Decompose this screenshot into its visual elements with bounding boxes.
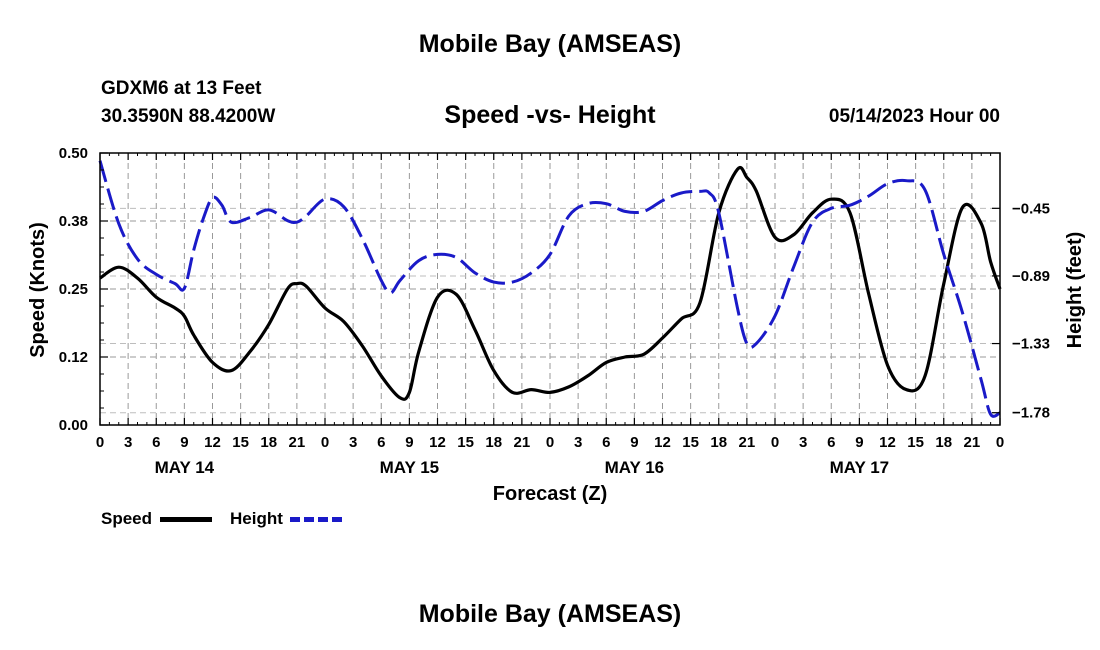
y-left-tick-label: 0.12	[59, 349, 88, 366]
y-right-tick-label: −1.33	[1012, 336, 1050, 353]
x-tick-label: 15	[682, 434, 699, 451]
coordinates-label: 30.3590N 88.4200W	[101, 106, 276, 127]
axes-layer: 0 3 6 9 12 15 18 21 0 3 6 9 12 15 18 21 0 3 6 9 12 15 18 21 0 3 6 9…	[59, 145, 1050, 477]
x-tick-label: 15	[907, 434, 924, 451]
x-tick-label: 12	[654, 434, 671, 451]
x-tick-label: 12	[204, 434, 221, 451]
x-tick-label: 18	[260, 434, 277, 451]
x-day-label: MAY 16	[605, 458, 665, 477]
x-tick-label: 9	[405, 434, 413, 451]
x-tick-label: 0	[546, 434, 554, 451]
x-tick-label: 6	[377, 434, 385, 451]
x-tick-label: 21	[289, 434, 306, 451]
y-right-tick-label: −0.45	[1012, 200, 1050, 217]
x-day-label: MAY 17	[830, 458, 890, 477]
x-axis-title: Forecast (Z)	[493, 483, 607, 505]
x-tick-label: 21	[514, 434, 531, 451]
y-left-tick-label: 0.50	[59, 145, 88, 162]
legend-speed-swatch	[160, 517, 212, 522]
x-tick-label: 21	[964, 434, 981, 451]
x-tick-label: 12	[429, 434, 446, 451]
y-left-tick-label: 0.00	[59, 417, 88, 434]
x-tick-label: 15	[457, 434, 474, 451]
y-axis-right-title: Height (feet)	[1064, 232, 1086, 349]
y-left-tick-label: 0.38	[59, 213, 88, 230]
x-tick-label: 18	[485, 434, 502, 451]
x-tick-label: 3	[124, 434, 132, 451]
x-tick-label: 15	[232, 434, 249, 451]
x-tick-label: 0	[996, 434, 1004, 451]
chart-title: Mobile Bay (AMSEAS)	[418, 30, 682, 58]
y-left-tick-label: 0.25	[59, 281, 88, 298]
chart-subtitle: Speed -vs- Height	[444, 101, 656, 129]
x-tick-label: 21	[739, 434, 756, 451]
station-label: GDXM6 at 13 Feet	[101, 78, 262, 99]
y-right-tick-label: −1.78	[1012, 405, 1050, 422]
x-tick-label: 6	[602, 434, 610, 451]
x-tick-label: 0	[321, 434, 329, 451]
forecast-datetime: 05/14/2023 Hour 00	[828, 106, 1000, 127]
series-line-speed	[99, 165, 1002, 401]
legend-height-label: Height	[230, 509, 283, 528]
series-line-height	[98, 160, 1001, 418]
x-tick-label: 9	[180, 434, 188, 451]
x-tick-label: 9	[855, 434, 863, 451]
x-tick-label: 3	[349, 434, 357, 451]
x-tick-label: 6	[827, 434, 835, 451]
y-axis-left-title: Speed (Knots)	[27, 222, 49, 358]
x-tick-label: 0	[96, 434, 104, 451]
x-day-label: MAY 14	[155, 458, 215, 477]
x-tick-label: 12	[879, 434, 896, 451]
footer-chart-title: Mobile Bay (AMSEAS)	[418, 600, 682, 628]
x-tick-label: 6	[152, 434, 160, 451]
y-right-tick-label: −0.89	[1012, 268, 1050, 285]
grid-layer	[100, 153, 1000, 425]
plot-frame	[99, 152, 1001, 426]
series-layer	[98, 160, 1002, 418]
x-tick-label: 0	[771, 434, 779, 451]
x-tick-label: 3	[799, 434, 807, 451]
x-tick-label: 18	[935, 434, 952, 451]
x-tick-label: 18	[710, 434, 727, 451]
legend-height-swatch	[290, 517, 342, 522]
legend-speed-label: Speed	[101, 509, 153, 528]
x-day-label: MAY 15	[380, 458, 440, 477]
x-tick-label: 9	[630, 434, 638, 451]
x-tick-label: 3	[574, 434, 582, 451]
